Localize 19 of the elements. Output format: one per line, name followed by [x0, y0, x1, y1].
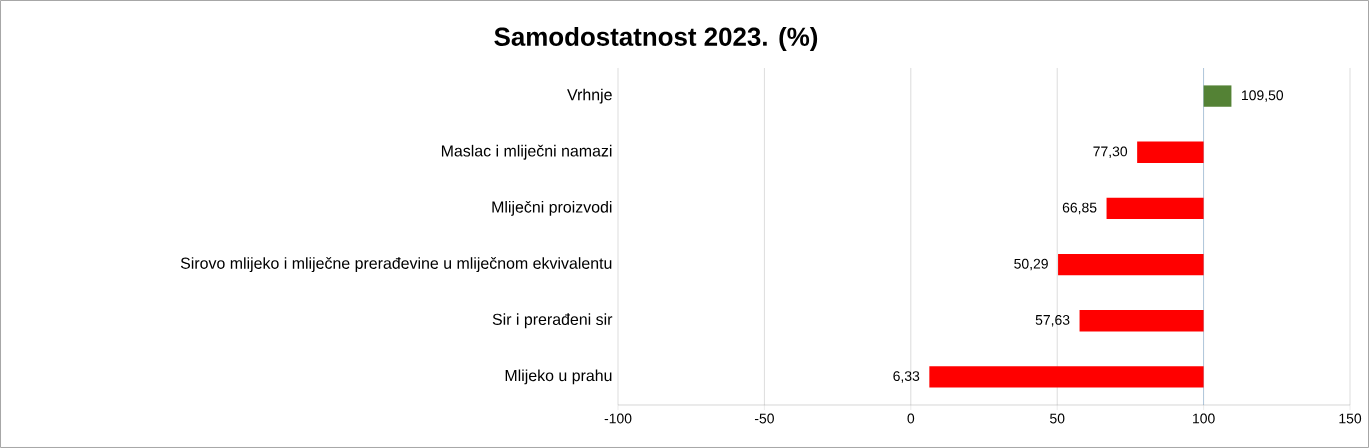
x-tick-label: 50: [1050, 413, 1065, 424]
y-tick-label: Vrhnje: [567, 88, 612, 104]
y-tick-label: Mliječni proizvodi: [492, 200, 612, 216]
x-tick-label: -50: [754, 413, 774, 424]
data-label: 6,33: [893, 371, 920, 383]
y-tick-label: Sirovo mlijeko i mliječne prerađevine u mliječnom ekvivalentu: [180, 257, 612, 273]
y-tick-label: Mlijeko u prahu: [505, 369, 612, 385]
data-label: 109,50: [1242, 90, 1284, 102]
data-label: 50,29: [1014, 258, 1048, 271]
x-tick-label: 150: [1339, 413, 1362, 424]
data-label: 77,30: [1093, 146, 1128, 158]
x-tick-label: 100: [1193, 413, 1215, 424]
chart-title: Samodostatnost 2023. (%): [494, 26, 818, 52]
y-tick-label: Sir i prerađeni sir: [492, 313, 613, 329]
y-tick-label: Maslac i mliječni namazi: [441, 144, 612, 160]
x-tick-label: -100: [604, 413, 632, 424]
data-label: 57,63: [1035, 314, 1070, 327]
x-tick-label: 0: [907, 413, 915, 424]
data-label: 66,85: [1062, 202, 1097, 215]
